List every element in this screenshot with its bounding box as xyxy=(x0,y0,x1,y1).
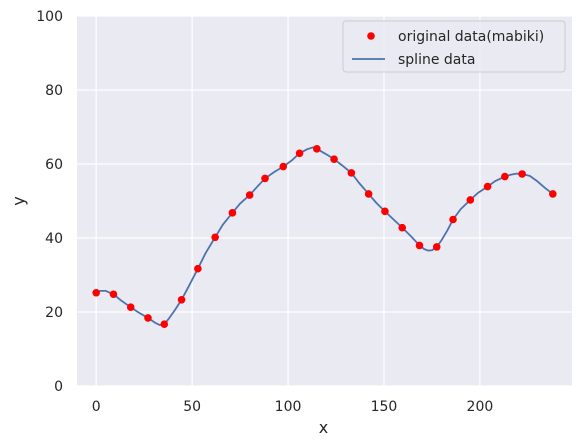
legend: original data(mabiki) spline data xyxy=(342,20,566,73)
data-point xyxy=(211,233,219,242)
x-tick-label: 0 xyxy=(92,399,101,415)
data-point xyxy=(228,209,237,217)
grid-lines xyxy=(77,15,572,387)
legend-label-original-data: original data(mabiki) xyxy=(398,29,544,45)
legend-marker-original-data xyxy=(367,32,375,40)
y-tick-label: 80 xyxy=(45,83,63,99)
data-point xyxy=(92,288,100,297)
data-point xyxy=(245,191,254,199)
data-point xyxy=(313,145,321,153)
data-point xyxy=(126,303,135,311)
data-point xyxy=(160,320,169,329)
data-point xyxy=(261,174,269,183)
legend-label-spline-data: spline data xyxy=(398,52,475,68)
y-tick-label: 100 xyxy=(36,9,63,25)
y-tick-label: 0 xyxy=(54,379,63,395)
data-point xyxy=(501,172,509,181)
y-tick-label: 40 xyxy=(45,231,63,247)
x-tick-label: 150 xyxy=(371,399,398,415)
data-point xyxy=(279,162,288,171)
data-point xyxy=(295,149,304,158)
data-point xyxy=(109,290,118,299)
data-point xyxy=(381,207,389,216)
data-point xyxy=(549,190,557,198)
x-tick-label: 100 xyxy=(275,399,302,415)
data-point xyxy=(194,264,202,273)
original-data-series xyxy=(92,145,557,329)
y-axis-label: y xyxy=(9,196,28,205)
data-point xyxy=(398,223,407,232)
x-axis-ticks: 0 50 100 150 200 xyxy=(92,399,494,415)
data-point xyxy=(483,182,492,191)
y-tick-label: 60 xyxy=(45,157,63,173)
data-point xyxy=(432,243,441,251)
data-point xyxy=(466,196,475,204)
y-tick-label: 20 xyxy=(45,305,63,321)
data-point xyxy=(518,170,526,178)
x-axis-label: x xyxy=(319,418,328,437)
y-axis-ticks: 0 20 40 60 80 100 xyxy=(36,9,63,395)
data-point xyxy=(415,241,424,250)
x-tick-label: 50 xyxy=(183,399,201,415)
data-point xyxy=(449,215,457,224)
data-point xyxy=(177,295,186,304)
data-point xyxy=(347,169,356,177)
data-point xyxy=(364,190,373,198)
data-point xyxy=(330,155,338,163)
spline-series xyxy=(95,146,554,326)
legend-box xyxy=(342,20,566,73)
x-tick-label: 200 xyxy=(467,399,494,415)
data-point xyxy=(144,314,152,322)
spline-line xyxy=(95,146,554,326)
